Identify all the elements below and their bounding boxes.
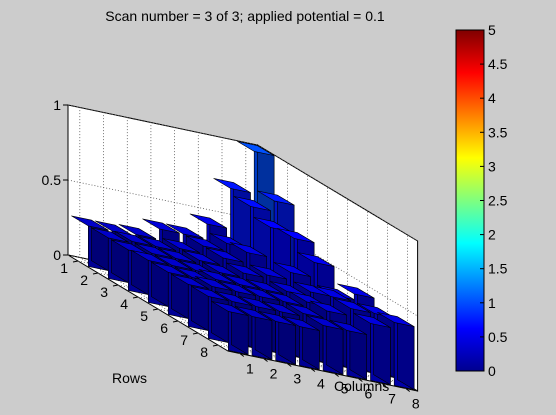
y-tick-mark: [92, 272, 99, 275]
bar: [151, 262, 189, 319]
y-tick-mark: [172, 320, 179, 323]
bar: [282, 316, 320, 370]
bar: [377, 312, 415, 390]
x-tick-mark: [263, 358, 268, 362]
y-tick-label: 6: [160, 320, 168, 336]
grid-line: [67, 179, 418, 317]
z-tick-label: 0.5: [42, 172, 62, 188]
x-tick-mark: [405, 388, 411, 392]
bar: [258, 311, 296, 365]
colorbar-tick-label: 0: [488, 363, 496, 379]
x-tick-label: 1: [246, 361, 254, 377]
y-tick-label: 2: [80, 272, 88, 288]
colorbar-tick-label: 2: [488, 227, 496, 243]
y-tick-mark: [72, 260, 79, 263]
y-tick-label: 8: [200, 344, 208, 360]
chart-title: Scan number = 3 of 3; applied potential …: [105, 8, 385, 24]
z-tick-label: 0: [53, 247, 61, 263]
colorbar-tick-label: 4.5: [488, 56, 508, 72]
colorbar-tick-label: 2.5: [488, 193, 508, 209]
colorbar-tick-label: 4: [488, 90, 496, 106]
bar: [305, 315, 344, 375]
colorbar-tick-label: 1.5: [488, 261, 508, 277]
colorbar-tick-label: 0.5: [488, 329, 508, 345]
bar: [353, 313, 391, 385]
y-tick-label: 3: [100, 284, 108, 300]
x-tick-label: 4: [317, 376, 325, 392]
bar: [234, 306, 273, 360]
y-tick-label: 4: [120, 296, 128, 312]
y-tick-label: 7: [180, 332, 188, 348]
colorbar: 0 0.5 1 1.5 2 2.5 3 3.5 4 4.5 5: [455, 22, 508, 379]
bar: [329, 320, 368, 380]
colorbar-tick-label: 1: [488, 295, 496, 311]
x-tick-label: 3: [293, 371, 301, 387]
y-tick-mark: [132, 296, 139, 299]
y-tick-label: 1: [60, 260, 68, 276]
bar-layer: [71, 141, 415, 390]
x-tick-label: 7: [388, 391, 396, 407]
z-tick-label: 1: [53, 97, 61, 113]
y-tick-mark: [212, 344, 219, 347]
colorbar-scale: [455, 29, 485, 372]
grid-line: [67, 104, 418, 242]
y-tick-mark: [192, 332, 199, 335]
x-tick-mark: [381, 383, 387, 387]
colorbar-tick-label: 3.5: [488, 124, 508, 140]
colorbar-tick-label: 3: [488, 158, 496, 174]
bar: [211, 301, 249, 355]
colorbar-ticks: 0 0.5 1 1.5 2 2.5 3 3.5 4 4.5 5: [480, 22, 508, 379]
x-tick-mark: [310, 368, 316, 372]
x-tick-mark: [334, 373, 339, 377]
y-tick-label: 5: [140, 308, 148, 324]
y-tick-mark: [152, 308, 159, 311]
y-axis-label: Rows: [112, 370, 147, 386]
x-tick-mark: [239, 353, 245, 357]
x-tick-mark: [286, 363, 292, 367]
x-axis-label: Columns: [334, 378, 389, 394]
x-tick-mark: [358, 378, 363, 382]
colorbar-tick-label: 5: [488, 22, 496, 38]
y-tick-mark: [112, 284, 119, 287]
x-tick-label: 5: [341, 381, 349, 397]
x-tick-label: 2: [270, 366, 278, 382]
x-tick-label: 6: [364, 386, 372, 402]
x-tick-label: 8: [412, 396, 420, 412]
